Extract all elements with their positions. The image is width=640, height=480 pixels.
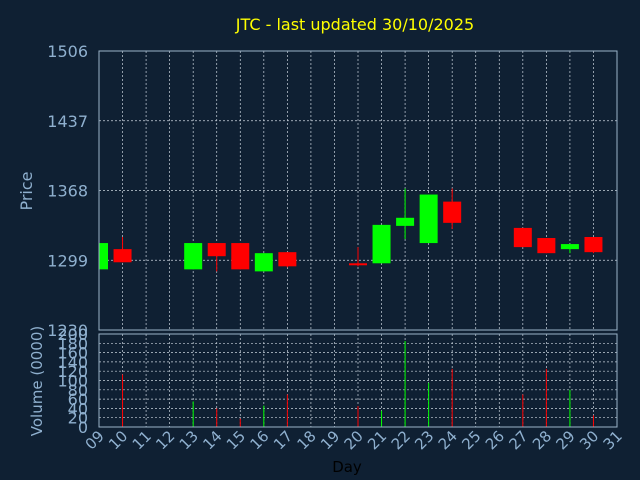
candle-body bbox=[254, 253, 273, 272]
candlestick bbox=[207, 243, 226, 272]
x-tick-label: 10 bbox=[105, 427, 131, 453]
candle-body bbox=[396, 217, 415, 226]
x-axis-label: Day bbox=[332, 458, 362, 476]
price-tick-label: 1437 bbox=[47, 112, 88, 131]
volume-plot-frame bbox=[98, 333, 618, 428]
x-tick-label: 24 bbox=[435, 427, 461, 453]
x-tick-label: 11 bbox=[129, 427, 155, 453]
volume-tick-label: 140 bbox=[57, 353, 88, 372]
candlestick bbox=[184, 243, 203, 270]
volume-tick-label: 100 bbox=[57, 372, 88, 391]
x-tick-label: 13 bbox=[176, 427, 202, 453]
candle-body bbox=[584, 237, 603, 253]
price-plot-frame bbox=[98, 50, 618, 331]
candlestick bbox=[254, 253, 273, 272]
candlestick bbox=[560, 244, 579, 254]
x-tick-label: 16 bbox=[246, 427, 272, 453]
candlestick bbox=[419, 194, 438, 244]
x-tick-label: 21 bbox=[364, 427, 390, 453]
x-tick-label: 17 bbox=[270, 427, 296, 453]
price-tick-label: 1230 bbox=[47, 321, 88, 340]
candle-body bbox=[207, 243, 226, 257]
volume-tick-label: 200 bbox=[57, 325, 88, 344]
candle-body bbox=[349, 263, 367, 266]
x-tick-label: 28 bbox=[529, 427, 555, 453]
x-tick-label: 20 bbox=[341, 427, 367, 453]
candlestick bbox=[396, 188, 415, 240]
price-tick-label: 1299 bbox=[47, 251, 88, 270]
candle-body bbox=[113, 249, 132, 263]
x-tick-label: 27 bbox=[505, 427, 531, 453]
x-tick-label: 15 bbox=[223, 427, 249, 453]
volume-bars bbox=[122, 340, 594, 427]
candle-body bbox=[443, 201, 462, 223]
volume-tick-label: 40 bbox=[68, 399, 88, 418]
candle-body bbox=[537, 238, 556, 254]
x-tick-label: 31 bbox=[600, 427, 626, 453]
candlesticks bbox=[98, 188, 603, 272]
x-tick-label: 14 bbox=[199, 427, 225, 453]
price-y-ticks: 1506 1437 1368 1299 1230 bbox=[47, 42, 88, 340]
candle-body bbox=[278, 252, 297, 267]
candle-body bbox=[513, 227, 532, 248]
candlestick bbox=[372, 224, 391, 264]
x-tick-label: 22 bbox=[388, 427, 414, 453]
candle-body bbox=[184, 243, 203, 270]
volume-axis-label: Volume (0000) bbox=[28, 326, 46, 436]
x-tick-label: 26 bbox=[482, 427, 508, 453]
candle-body bbox=[560, 244, 579, 250]
x-tick-label: 18 bbox=[294, 427, 320, 453]
candlestick bbox=[113, 237, 132, 263]
volume-tick-label: 0 bbox=[78, 418, 88, 437]
candlestick bbox=[231, 243, 250, 270]
volume-tick-label: 20 bbox=[68, 409, 88, 428]
volume-tick-label: 160 bbox=[57, 344, 88, 363]
candlestick bbox=[98, 243, 108, 270]
candlestick bbox=[537, 238, 556, 254]
candlestick bbox=[278, 252, 297, 268]
candlestick bbox=[513, 227, 532, 248]
x-tick-label: 29 bbox=[553, 427, 579, 453]
x-tick-label: 12 bbox=[152, 427, 178, 453]
candle-body bbox=[419, 194, 438, 244]
x-tick-label: 19 bbox=[317, 427, 343, 453]
price-axis-label: Price bbox=[17, 171, 36, 210]
x-axis-ticks: 0910111213141516171819202122232425262728… bbox=[82, 427, 626, 453]
volume-tick-label: 80 bbox=[68, 381, 88, 400]
candlestick bbox=[584, 237, 603, 254]
x-tick-label: 25 bbox=[458, 427, 484, 453]
chart-title: JTC - last updated 30/10/2025 bbox=[235, 15, 474, 34]
x-tick-label: 30 bbox=[576, 427, 602, 453]
price-tick-label: 1368 bbox=[47, 182, 88, 201]
x-tick-label: 23 bbox=[411, 427, 437, 453]
candle-body bbox=[372, 224, 391, 264]
price-tick-label: 1506 bbox=[47, 42, 88, 61]
volume-tick-label: 180 bbox=[57, 334, 88, 353]
price-panel: 1506 1437 1368 1299 1230 Price bbox=[17, 42, 618, 340]
volume-tick-label: 60 bbox=[68, 390, 88, 409]
candlestick bbox=[349, 247, 367, 267]
volume-tick-label: 120 bbox=[57, 362, 88, 381]
candle-body bbox=[99, 243, 108, 270]
price-grid bbox=[99, 51, 617, 330]
candlestick bbox=[443, 188, 462, 229]
candle-body bbox=[231, 243, 250, 270]
